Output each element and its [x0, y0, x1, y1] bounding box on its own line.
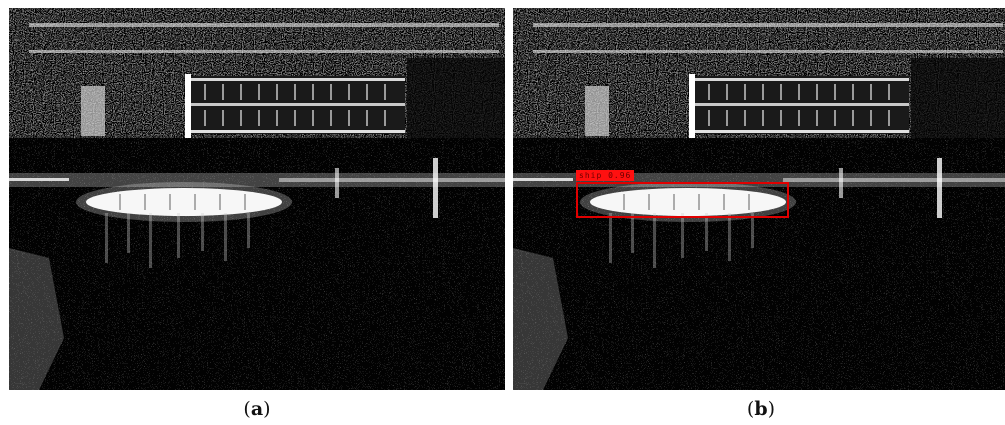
sar-scene-a [9, 8, 505, 390]
caption-a-letter: a [250, 398, 264, 420]
sar-scene-b [513, 8, 1005, 390]
caption-b-letter: b [754, 398, 768, 420]
sar-image-detection: ship 0.96 [513, 8, 1005, 390]
caption-b-close: ) [767, 398, 776, 420]
caption-a-open: ( [243, 398, 251, 420]
detection-label: ship 0.96 [576, 170, 635, 181]
caption-b-open: ( [746, 398, 755, 420]
caption-a-close: ) [263, 398, 271, 420]
caption-a: (a) [227, 398, 287, 420]
sar-image-original [9, 8, 505, 390]
caption-b: (b) [731, 398, 791, 420]
detection-bounding-box [576, 182, 789, 218]
